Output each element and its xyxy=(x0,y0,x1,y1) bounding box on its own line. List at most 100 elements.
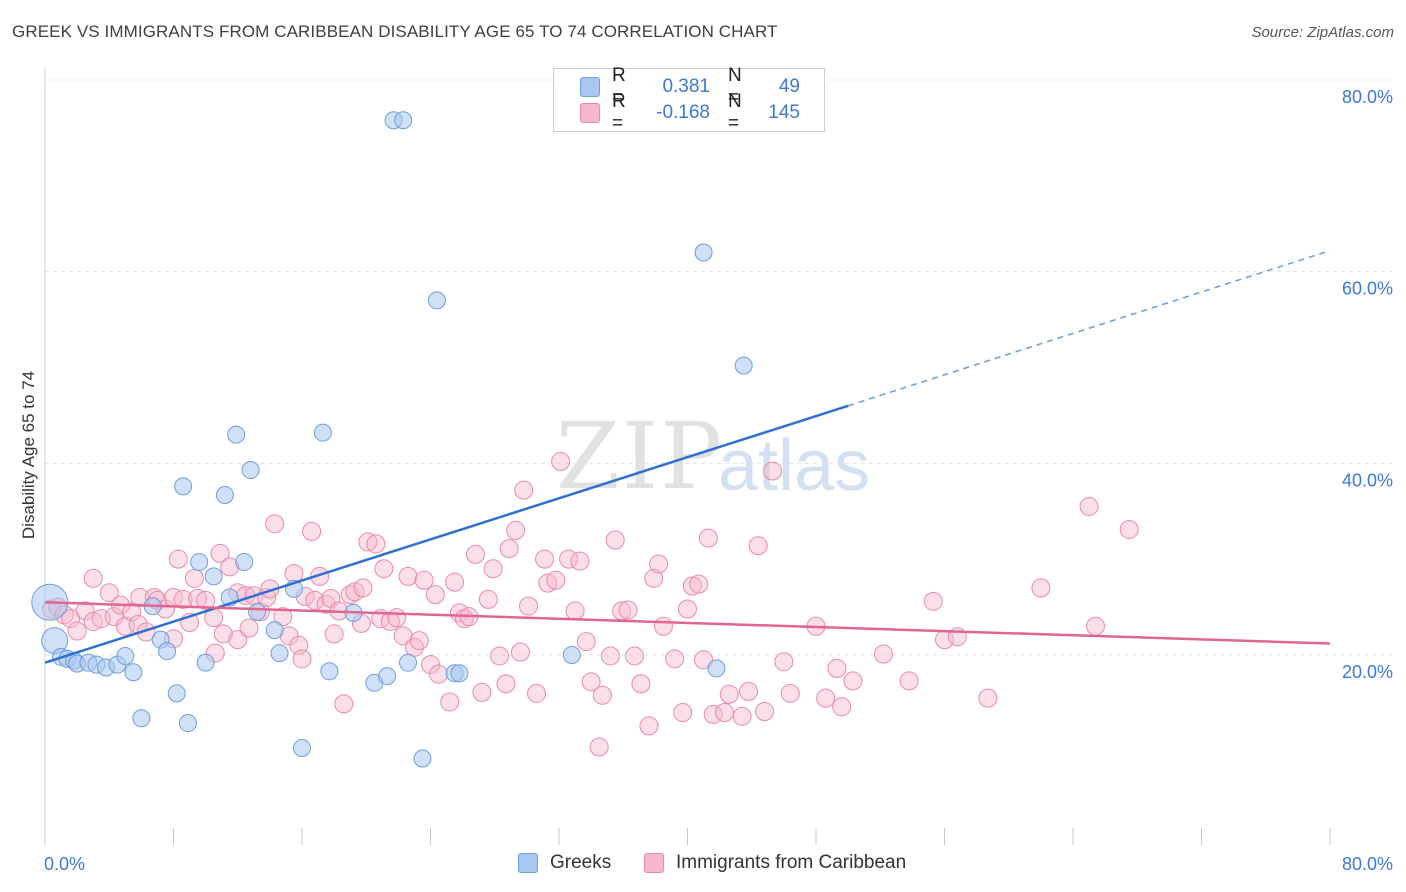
caribbean-point xyxy=(694,650,714,670)
caribbean-point xyxy=(816,688,836,708)
caribbean-point xyxy=(425,585,445,605)
greeks-point xyxy=(413,749,432,768)
caribbean-point xyxy=(440,692,460,712)
caribbean-point xyxy=(506,520,526,540)
caribbean-point xyxy=(104,607,124,627)
caribbean-point xyxy=(472,682,492,702)
caribbean-point xyxy=(923,591,943,611)
greeks-point xyxy=(190,553,209,572)
caribbean-point xyxy=(570,551,590,571)
caribbean-point xyxy=(576,632,596,652)
caribbean-point xyxy=(748,536,768,556)
caribbean-point xyxy=(421,655,440,675)
greeks-r-value: 0.381 xyxy=(662,76,710,97)
caribbean-point xyxy=(122,602,142,622)
r-label: R = xyxy=(612,91,626,134)
caribbean-point xyxy=(302,521,322,541)
caribbean-point xyxy=(719,684,739,704)
caribbean-point xyxy=(404,637,424,657)
x-tick-label: 80.0% xyxy=(1342,854,1393,874)
caribbean-point xyxy=(780,683,800,703)
caribbean-swatch xyxy=(580,103,600,123)
y-tick-label: 80.0% xyxy=(1342,87,1393,107)
caribbean-point xyxy=(334,694,354,714)
caribbean-point xyxy=(99,583,119,603)
caribbean-point xyxy=(265,514,285,534)
caribbean-point xyxy=(899,671,919,691)
caribbean-point xyxy=(631,674,651,694)
caribbean-point xyxy=(1119,519,1139,539)
caribbean-point xyxy=(678,599,697,619)
legend-item-caribbean: Immigrants from Caribbean xyxy=(644,852,906,874)
greeks-point xyxy=(235,553,254,572)
axes-layer xyxy=(44,68,1331,845)
caribbean-point xyxy=(589,737,609,757)
caribbean-point xyxy=(665,649,685,669)
grid-layer xyxy=(45,79,1392,656)
caribbean-point xyxy=(67,621,87,641)
greeks-point xyxy=(399,653,418,672)
caribbean-point xyxy=(173,589,193,609)
caribbean-point xyxy=(843,671,863,691)
caribbean-point xyxy=(714,703,734,722)
caribbean-point xyxy=(514,480,534,500)
caribbean-point xyxy=(682,576,702,596)
greeks-point xyxy=(707,659,726,678)
caribbean-point xyxy=(581,672,601,692)
caribbean-point xyxy=(649,554,669,574)
caribbean-point xyxy=(398,566,418,586)
greeks-point xyxy=(450,664,469,683)
trend-lines xyxy=(44,249,1331,664)
caribbean-point xyxy=(827,658,847,678)
caribbean-point xyxy=(535,549,555,569)
greeks-point xyxy=(167,684,186,703)
greeks-point xyxy=(293,738,311,757)
watermark: ZIP atlas xyxy=(556,403,870,510)
caribbean-point xyxy=(75,601,95,621)
axis-labels: 20.0% 40.0% 60.0% 80.0% 0.0% 80.0% Disability … xyxy=(19,87,1393,874)
caribbean-point xyxy=(483,559,503,579)
caribbean-point xyxy=(465,544,485,564)
caribbean-point xyxy=(551,451,571,471)
caribbean-point xyxy=(366,534,386,554)
greeks-point xyxy=(394,111,413,130)
caribbean-point xyxy=(445,572,465,592)
stats-legend: R = 0.381 N = 49 R = -0.168 N = 145 xyxy=(553,65,825,134)
y-tick-label: 60.0% xyxy=(1342,279,1393,299)
greeks-point xyxy=(427,291,446,310)
caribbean-point xyxy=(763,461,783,481)
caribbean-point xyxy=(873,644,893,664)
greeks-point xyxy=(215,485,234,504)
caribbean-point xyxy=(374,559,394,579)
greeks-point xyxy=(562,646,581,664)
caribbean-point xyxy=(196,590,216,610)
caribbean-point xyxy=(624,646,644,666)
r-label: R = xyxy=(612,65,626,108)
y-axis-title: Disability Age 65 to 74 xyxy=(19,371,38,539)
caribbean-point xyxy=(409,631,429,651)
caribbean-point xyxy=(978,688,998,708)
caribbean-point xyxy=(387,608,407,628)
greeks-point xyxy=(241,461,260,480)
caribbean-point xyxy=(1031,578,1051,598)
caribbean-point xyxy=(732,706,752,726)
greeks-point xyxy=(204,567,223,586)
greeks-point xyxy=(227,425,246,444)
n-label: N = xyxy=(728,65,742,108)
caribbean-point xyxy=(478,589,498,609)
caribbean-point xyxy=(292,649,312,669)
caribbean-point xyxy=(213,624,233,644)
caribbean-point xyxy=(499,539,519,559)
greeks-point xyxy=(313,423,332,442)
caribbean-point xyxy=(755,702,775,722)
caribbean-point xyxy=(228,630,248,650)
greeks-point xyxy=(320,662,339,681)
n-label: N = xyxy=(728,91,742,134)
y-tick-label: 40.0% xyxy=(1342,470,1393,490)
caribbean-point xyxy=(490,646,510,666)
caribbean-point xyxy=(273,607,293,627)
legend-swatch-caribbean xyxy=(644,853,664,873)
greeks-point xyxy=(265,621,284,640)
caribbean-point xyxy=(305,590,325,610)
